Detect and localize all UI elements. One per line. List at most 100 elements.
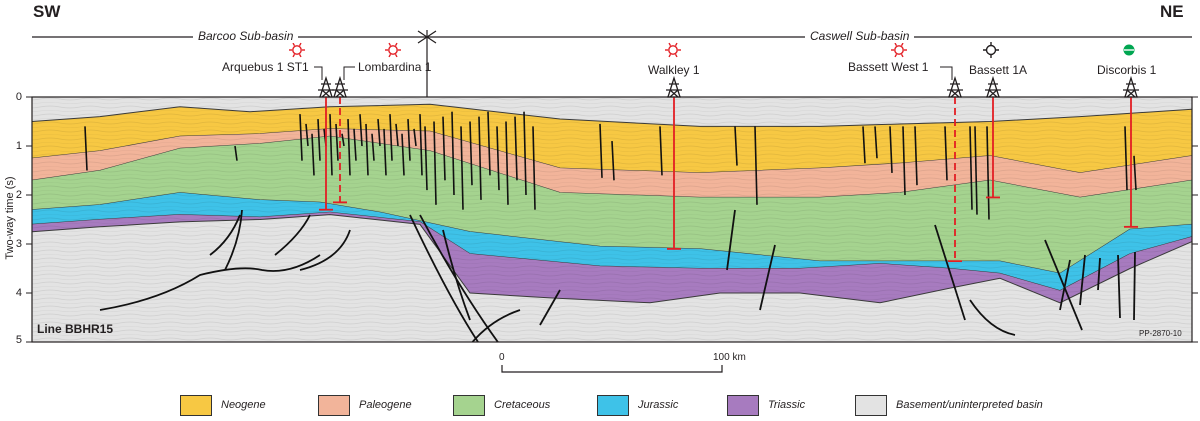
drilling-rig-icon [985,75,1001,98]
well-graphics [289,42,1139,263]
y-tick-4: 4 [15,287,22,299]
fault-line [395,123,399,147]
fault-line [442,116,446,181]
legend-label: Jurassic [638,399,679,411]
legend-swatch-cretaceous [453,395,485,416]
fault-lines [84,111,1137,342]
legend-swatch-triassic [727,395,759,416]
fault-line [759,244,776,311]
fault-line [523,111,527,196]
legend-item-neogene: Neogene [180,395,266,416]
fault-line [299,229,351,271]
fault-line [914,126,918,186]
triassic-layer-base-horizon [32,214,1192,304]
fault-line [341,133,345,147]
fault-line [1044,239,1083,331]
legend-swatch-jurassic [597,395,629,416]
legend-item-basement: Basement/uninterpreted basin [855,395,1043,416]
fault-line [969,299,1016,336]
fault-line [84,126,88,171]
label-leader-line [940,66,953,80]
y-axis-label: Two-way time (s) [4,176,16,260]
triassic-layer-texture [32,212,1192,303]
fault-line [99,254,321,311]
sub-basin-boundary-arrows [417,30,437,44]
legend-swatch-paleogene [318,395,350,416]
fault-line [1079,254,1086,306]
well-label-bassett-1a: Bassett 1A [969,63,1028,77]
fault-line [389,114,393,161]
legend-item-cretaceous: Cretaceous [453,395,550,416]
y-tick-0: 0 [15,91,22,103]
fault-line [469,121,473,186]
fault-line [944,126,948,181]
fault-line [442,229,471,321]
fault-line [234,145,238,161]
fault-line [451,111,455,196]
fault-line [383,128,387,176]
fault-line [317,119,321,161]
legend-label: Triassic [768,399,806,411]
direction-label-sw: SW [33,2,61,21]
fault-line [934,224,966,321]
jurassic-layer-texture [32,192,1192,291]
fault-line [433,121,437,205]
drilling-rig-icon [318,75,334,98]
fault-line [365,123,369,176]
y-tick-5: 5 [15,334,22,346]
fault-line [419,114,423,176]
paleogene-layer-texture [32,128,1192,198]
legend-label: Paleogene [359,399,412,411]
fault-line [532,126,536,210]
fault-line [401,133,405,176]
fault-line [419,214,499,342]
seismic-line-name: Line BBHR15 [37,322,114,336]
fault-line [209,214,241,256]
well-label-bassett-west: Bassett West 1 [848,60,929,74]
sub-basin-label-caswell: Caswell Sub-basin [805,29,915,43]
gas-show-symbol-icon [385,42,401,58]
fault-line [478,116,482,200]
fault-line [874,126,878,159]
fault-line [311,133,315,176]
section-frame [31,96,1193,343]
drilling-rig-icon [666,75,682,98]
legend-swatch-neogene [180,395,212,416]
fault-line [274,214,311,256]
fault-line [726,209,736,271]
fault-line [359,114,363,147]
label-leader-line [343,66,355,80]
sea-floor-horizon [32,103,1192,127]
gas-show-symbol-icon [891,42,907,58]
drilling-rig-icon [332,75,348,98]
fault-line [487,111,491,176]
stratigraphic-layers [32,97,1192,342]
direction-label-ne: NE [1160,2,1184,21]
well-label-lombardina: Lombardina 1 [358,60,432,74]
drilling-rig-icon [1123,75,1139,98]
well-label-arquebus: Arquebus 1 ST1 [222,60,309,74]
sub-basin-label-barcoo: Barcoo Sub-basin [193,29,299,43]
fault-line [353,128,357,161]
y-axis-ticks [26,96,1198,343]
fault-line [902,126,906,196]
fault-line [862,126,866,164]
fault-line [599,123,603,178]
fault-line [471,309,521,342]
fault-line [1117,254,1121,319]
fault-line [329,114,333,176]
gas-show-symbol-icon [289,42,305,58]
fault-line [377,118,381,147]
scale-start-label: 0 [499,352,505,363]
fault-line [1097,257,1101,291]
fault-line [505,121,509,205]
scale-end-label: 100 km [713,352,746,363]
fault-line [496,126,500,191]
legend-item-paleogene: Paleogene [318,395,412,416]
fault-line [335,123,339,161]
figure-reference: PP-2870-10 [1139,329,1182,338]
legend-label: Neogene [221,399,266,411]
oil-show-symbol-icon [1123,44,1135,56]
fault-line [371,133,375,161]
fault-line [1059,259,1071,311]
